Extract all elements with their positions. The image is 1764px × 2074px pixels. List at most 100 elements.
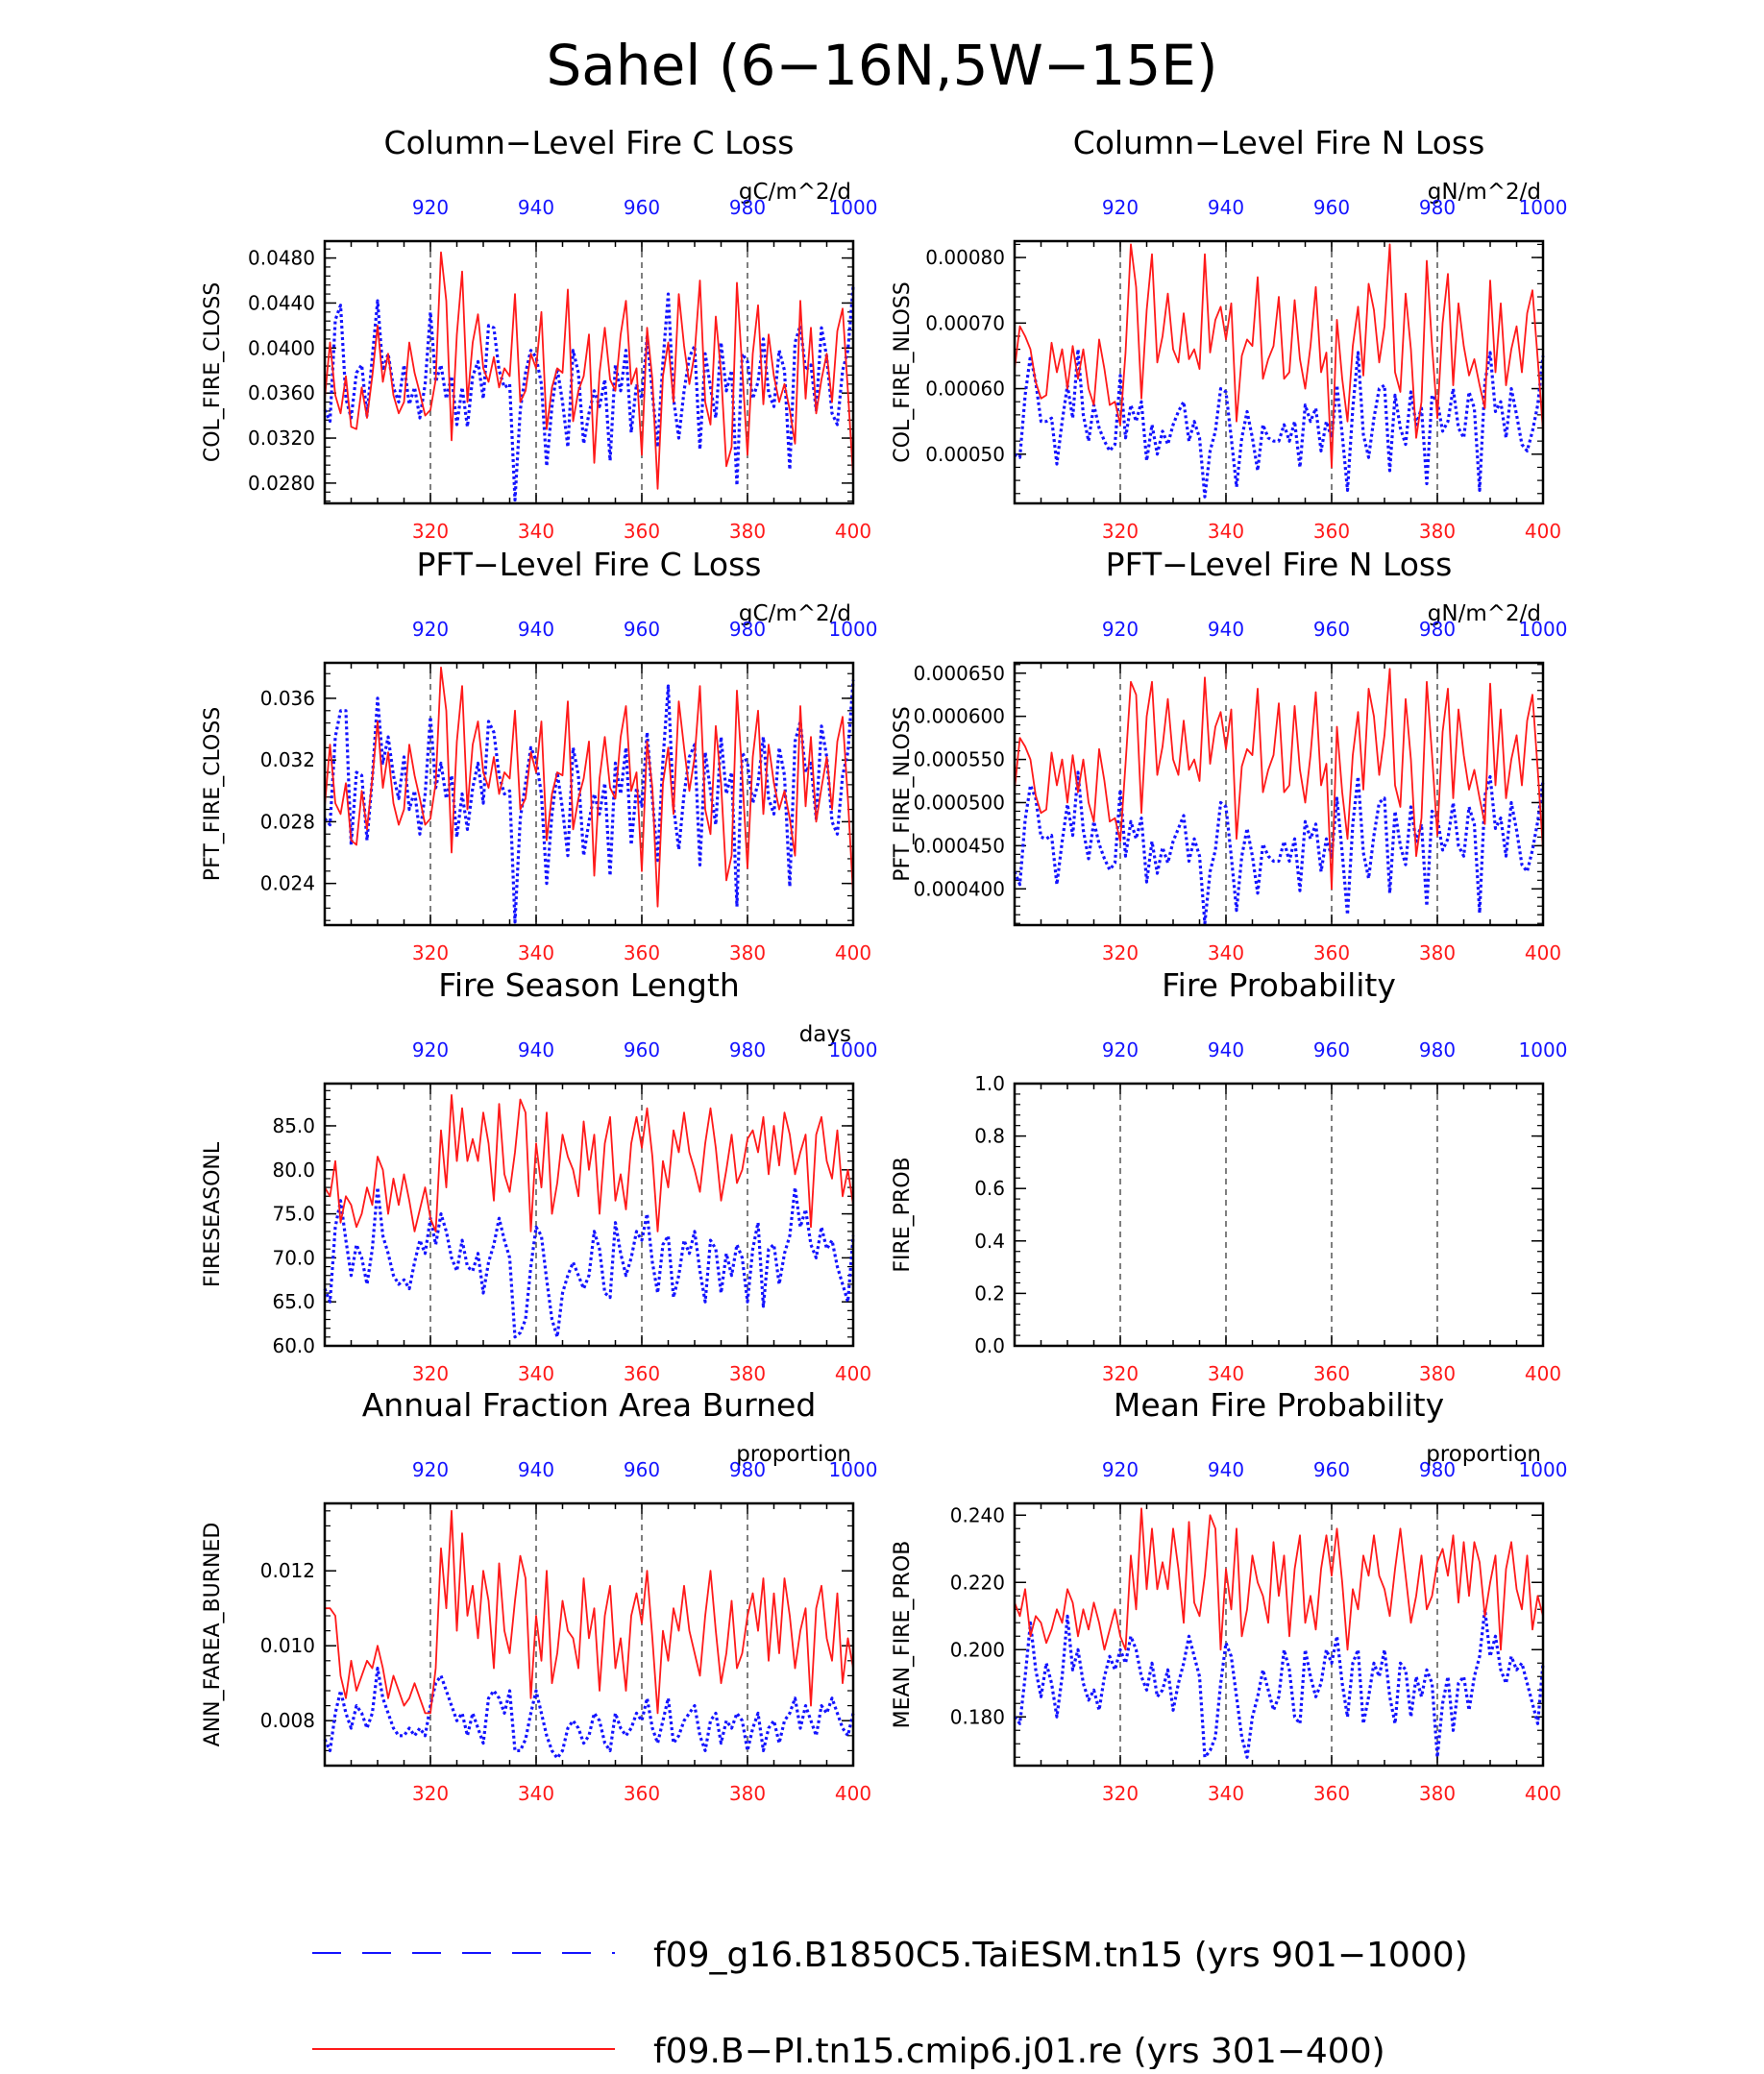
- panel-title-col-fire-nloss: Column−Level Fire N Loss: [1073, 124, 1485, 161]
- y-tick-label: 0.4: [974, 1230, 1005, 1253]
- x-tick-label-bottom: 380: [729, 520, 766, 543]
- y-tick-label: 0.000400: [914, 877, 1005, 900]
- plot-frame-fire-prob: [1013, 1082, 1545, 1348]
- y-tick-label: 0.000600: [914, 705, 1005, 728]
- x-tick-label-top: 1000: [1519, 618, 1568, 641]
- x-tick-label-top: 940: [518, 196, 554, 219]
- x-tick-label-bottom: 340: [518, 520, 554, 543]
- x-tick-label-bottom: 380: [729, 1362, 766, 1385]
- x-tick-label-bottom: 340: [1208, 941, 1244, 964]
- x-tick-label-top: 980: [1419, 196, 1456, 219]
- series-line-run-b: [324, 1094, 854, 1232]
- y-tick-label: 0.8: [974, 1125, 1005, 1148]
- x-tick-label-bottom: 360: [624, 1362, 660, 1385]
- x-tick-label-bottom: 380: [729, 1782, 766, 1805]
- x-tick-label-bottom: 400: [1525, 520, 1561, 543]
- y-tick-label: 0.024: [260, 872, 315, 895]
- x-tick-label-top: 960: [624, 196, 660, 219]
- x-tick-label-top: 920: [1102, 1038, 1139, 1061]
- y-tick-label: 0.012: [260, 1559, 315, 1582]
- series-line-run-b: [325, 1509, 854, 1715]
- plot-frame-col-fire-nloss: [1013, 239, 1545, 505]
- x-tick-label-top: 940: [1208, 196, 1244, 219]
- series-line-run-a: [323, 1666, 855, 1760]
- x-tick-label-bottom: 360: [1313, 520, 1350, 543]
- x-tick-label-bottom: 340: [518, 1362, 554, 1385]
- panel-title-fireseasonl: Fire Season Length: [438, 966, 739, 1004]
- panel-title-pft-fire-nloss: PFT−Level Fire N Loss: [1106, 546, 1453, 583]
- y-tick-label: 1.0: [974, 1072, 1005, 1095]
- y-tick-label: 0.010: [260, 1634, 315, 1657]
- x-tick-label-top: 980: [1419, 618, 1456, 641]
- y-tick-label: 0.6: [974, 1177, 1005, 1200]
- panel-pft-fire-closs: PFT−Level Fire C Loss gC/m^2/d PFT_FIRE_CL…: [201, 546, 877, 964]
- x-tick-label-top: 1000: [1519, 1458, 1568, 1481]
- series-line-run-b: [1014, 1507, 1544, 1651]
- x-tick-label-top: 920: [1102, 1458, 1139, 1481]
- y-tick-label: 0.00080: [925, 246, 1005, 269]
- x-tick-label-bottom: 380: [1419, 1362, 1456, 1385]
- y-tick-label: 0.00060: [925, 378, 1005, 401]
- units-label-col-fire-closs: gC/m^2/d: [739, 180, 851, 205]
- series-line-run-a: [323, 285, 855, 502]
- y-tick-label: 0.000450: [914, 834, 1005, 857]
- x-tick-label-bottom: 400: [835, 1362, 871, 1385]
- y-tick-label: 0.032: [260, 748, 315, 771]
- units-label-mean-fire-prob: proportion: [1426, 1442, 1541, 1467]
- x-tick-label-bottom: 320: [412, 520, 449, 543]
- x-tick-label-bottom: 320: [1102, 941, 1139, 964]
- y-axis-label-pft-fire-closs: PFT_FIRE_CLOSS: [201, 707, 225, 881]
- panel-pft-fire-nloss: PFT−Level Fire N Loss gN/m^2/d PFT_FIRE_NL…: [891, 546, 1567, 964]
- x-tick-label-bottom: 360: [1313, 1782, 1350, 1805]
- x-tick-label-bottom: 360: [624, 941, 660, 964]
- x-tick-label-top: 960: [624, 618, 660, 641]
- x-tick-label-bottom: 360: [624, 1782, 660, 1805]
- x-tick-label-top: 1000: [829, 1038, 878, 1061]
- x-tick-label-top: 1000: [1519, 196, 1568, 219]
- x-tick-label-bottom: 380: [1419, 520, 1456, 543]
- x-tick-label-top: 940: [518, 1458, 554, 1481]
- x-tick-label-bottom: 400: [1525, 1362, 1561, 1385]
- x-tick-label-top: 960: [624, 1458, 660, 1481]
- x-tick-label-bottom: 320: [1102, 1782, 1139, 1805]
- x-tick-label-top: 940: [1208, 618, 1244, 641]
- y-axis-label-col-fire-nloss: COL_FIRE_NLOSS: [891, 281, 915, 462]
- x-tick-label-top: 940: [1208, 1458, 1244, 1481]
- x-tick-label-top: 980: [1419, 1458, 1456, 1481]
- x-tick-label-top: 920: [412, 618, 449, 641]
- panel-fire-prob: Fire Probability FIRE_PROB 0.0 0.2 0.4 0.6 0.8…: [891, 966, 1567, 1385]
- y-tick-label: 0.028: [260, 810, 315, 833]
- units-label-ann-farea-burned: proportion: [736, 1442, 851, 1467]
- panel-col-fire-nloss: Column−Level Fire N Loss gN/m^2/d COL_FIRE…: [891, 124, 1567, 543]
- y-tick-label: 0.000650: [914, 662, 1005, 685]
- y-tick-label: 60.0: [272, 1334, 315, 1357]
- x-tick-label-bottom: 340: [1208, 520, 1244, 543]
- plot-frame-pft-fire-closs: [323, 661, 855, 927]
- plot-frame-fireseasonl: [323, 1082, 855, 1348]
- series-line-run-a: [1013, 1607, 1545, 1759]
- x-tick-label-bottom: 400: [835, 941, 871, 964]
- y-tick-label: 0.2: [974, 1281, 1005, 1305]
- y-tick-label: 70.0: [272, 1246, 315, 1269]
- x-tick-label-bottom: 380: [729, 941, 766, 964]
- x-tick-label-bottom: 320: [412, 1362, 449, 1385]
- panel-ann-farea-burned: Annual Fraction Area Burned proportion ANN…: [201, 1386, 877, 1805]
- panel-title-mean-fire-prob: Mean Fire Probability: [1114, 1386, 1444, 1424]
- x-tick-label-top: 920: [1102, 618, 1139, 641]
- y-tick-label: 0.0400: [248, 336, 315, 359]
- x-tick-label-bottom: 360: [1313, 1362, 1350, 1385]
- y-axis-label-mean-fire-prob: MEAN_FIRE_PROB: [891, 1541, 915, 1729]
- y-tick-label: 80.0: [272, 1159, 315, 1182]
- series-line-run-a: [1013, 770, 1545, 925]
- x-tick-label-top: 980: [729, 1038, 766, 1061]
- series-line-run-a: [323, 1185, 855, 1339]
- x-tick-label-bottom: 400: [1525, 941, 1561, 964]
- y-tick-label: 0.240: [950, 1503, 1005, 1526]
- panel-title-pft-fire-closs: PFT−Level Fire C Loss: [416, 546, 761, 583]
- panel-mean-fire-prob: Mean Fire Probability proportion MEAN_FIRE…: [891, 1386, 1567, 1805]
- y-tick-label: 0.036: [260, 687, 315, 710]
- legend-label-run-a: f09_g16.B1850C5.TaiESM.tn15 (yrs 901−100…: [653, 1936, 1468, 1975]
- x-tick-label-top: 980: [1419, 1038, 1456, 1061]
